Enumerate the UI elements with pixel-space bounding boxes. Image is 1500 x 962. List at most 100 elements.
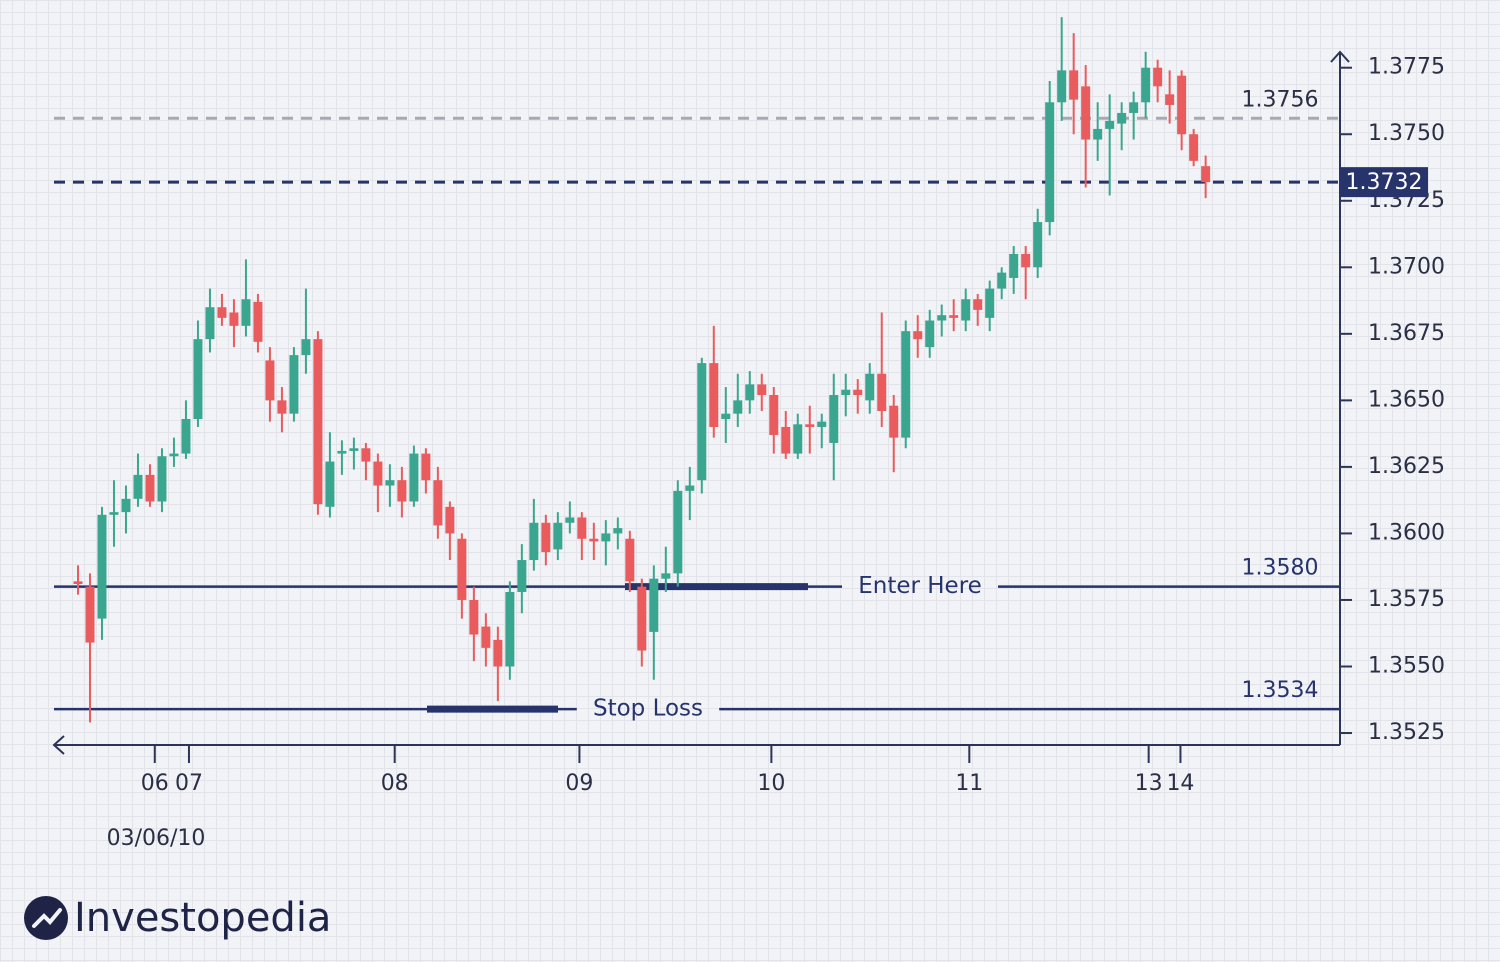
candle-body [925, 320, 935, 348]
candle-body [1117, 112, 1127, 124]
logo: Investopedia [24, 895, 331, 941]
candle-body [1021, 253, 1031, 268]
candle-body [445, 506, 455, 534]
candle-body [733, 400, 743, 414]
x-axis-arrow [52, 735, 65, 755]
candle-body [193, 339, 203, 419]
candle-body [469, 599, 479, 635]
candle-body [373, 461, 383, 486]
candle-body [985, 288, 995, 318]
candle-body [145, 474, 155, 502]
x-tick-label: 13 [1135, 771, 1163, 796]
reference-label: 1.3756 [1242, 87, 1319, 112]
price-box-label: 1.3732 [1346, 170, 1423, 195]
candle-body [913, 331, 923, 340]
candle-body [85, 586, 95, 643]
x-tick-label: 10 [757, 771, 785, 796]
candle-body [289, 355, 299, 414]
candle-body [685, 485, 695, 491]
candle-body [877, 373, 887, 412]
candle-body [541, 522, 551, 553]
candle-body [169, 453, 179, 457]
x-tick-label: 11 [955, 771, 983, 796]
candle-body [337, 450, 347, 454]
candle-body [769, 395, 779, 435]
candle-body [265, 360, 275, 401]
x-tick-label: 06 [141, 771, 169, 796]
candle-body [997, 272, 1007, 289]
candle-body [649, 578, 659, 632]
candle-body [661, 573, 671, 579]
candle-body [841, 389, 851, 396]
y-tick-label: 1.3675 [1368, 321, 1445, 346]
y-tick-label: 1.3550 [1368, 653, 1445, 678]
candle-body [709, 363, 719, 427]
candle-body [949, 315, 959, 318]
reference-note: Enter Here [858, 573, 982, 599]
candle-body [241, 299, 251, 326]
y-tick-label: 1.3700 [1368, 254, 1445, 279]
candle-body [277, 400, 287, 414]
candle-body [481, 626, 491, 648]
candle-body [889, 405, 899, 438]
candle-body [1189, 134, 1199, 161]
candle-body [385, 480, 395, 486]
candle-body [793, 424, 803, 454]
y-tick-label: 1.3650 [1368, 387, 1445, 412]
candle-body [361, 448, 371, 462]
candle-body [517, 560, 527, 592]
y-tick-label: 1.3525 [1368, 720, 1445, 745]
candle-body [589, 538, 599, 542]
candle-body [817, 421, 827, 427]
reference-label: 1.3580 [1242, 556, 1319, 581]
candle-body [205, 307, 215, 340]
candle-body [865, 373, 875, 401]
candle-body [637, 586, 647, 651]
x-tick-label: 09 [565, 771, 593, 796]
y-tick-label: 1.3575 [1368, 587, 1445, 612]
candle-body [493, 639, 503, 667]
candle-body [433, 480, 443, 526]
candle-body [901, 331, 911, 438]
y-axis-arrow [1330, 50, 1350, 63]
candle-body [781, 426, 791, 454]
y-tick-label: 1.3750 [1368, 121, 1445, 146]
candle-body [613, 528, 623, 534]
candle-body [961, 299, 971, 321]
candle-body [745, 384, 755, 401]
candle-body [625, 538, 635, 582]
y-tick-label: 1.3600 [1368, 520, 1445, 545]
candle-body [1129, 102, 1139, 113]
price-box [1340, 167, 1428, 198]
candle-body [421, 453, 431, 481]
candle-body [721, 413, 731, 419]
candle-body [1141, 67, 1151, 103]
reference-note: Stop Loss [593, 696, 703, 722]
candle-body [937, 315, 947, 321]
candle-body [601, 533, 611, 542]
candle-body [529, 522, 539, 561]
candle-body [697, 363, 707, 481]
x-tick-label: 08 [381, 771, 409, 796]
candle-body [349, 448, 359, 451]
candle-body [1009, 253, 1019, 278]
candle-body [397, 480, 407, 502]
candle-body [133, 474, 143, 499]
candle-body [805, 424, 815, 427]
candle-body [1069, 70, 1079, 100]
candle-body [301, 339, 311, 356]
candle-body [181, 418, 191, 454]
x-tick-label: 07 [175, 771, 203, 796]
candle-body [1153, 67, 1163, 87]
candle-body [757, 384, 767, 396]
candle-body [1105, 120, 1115, 129]
candle-body [229, 312, 239, 326]
candle-body [1045, 102, 1055, 223]
candle-body [1177, 75, 1187, 135]
candle-body [97, 514, 107, 619]
candle-body [217, 307, 227, 318]
candle-body [829, 395, 839, 443]
candle-body [565, 517, 575, 523]
